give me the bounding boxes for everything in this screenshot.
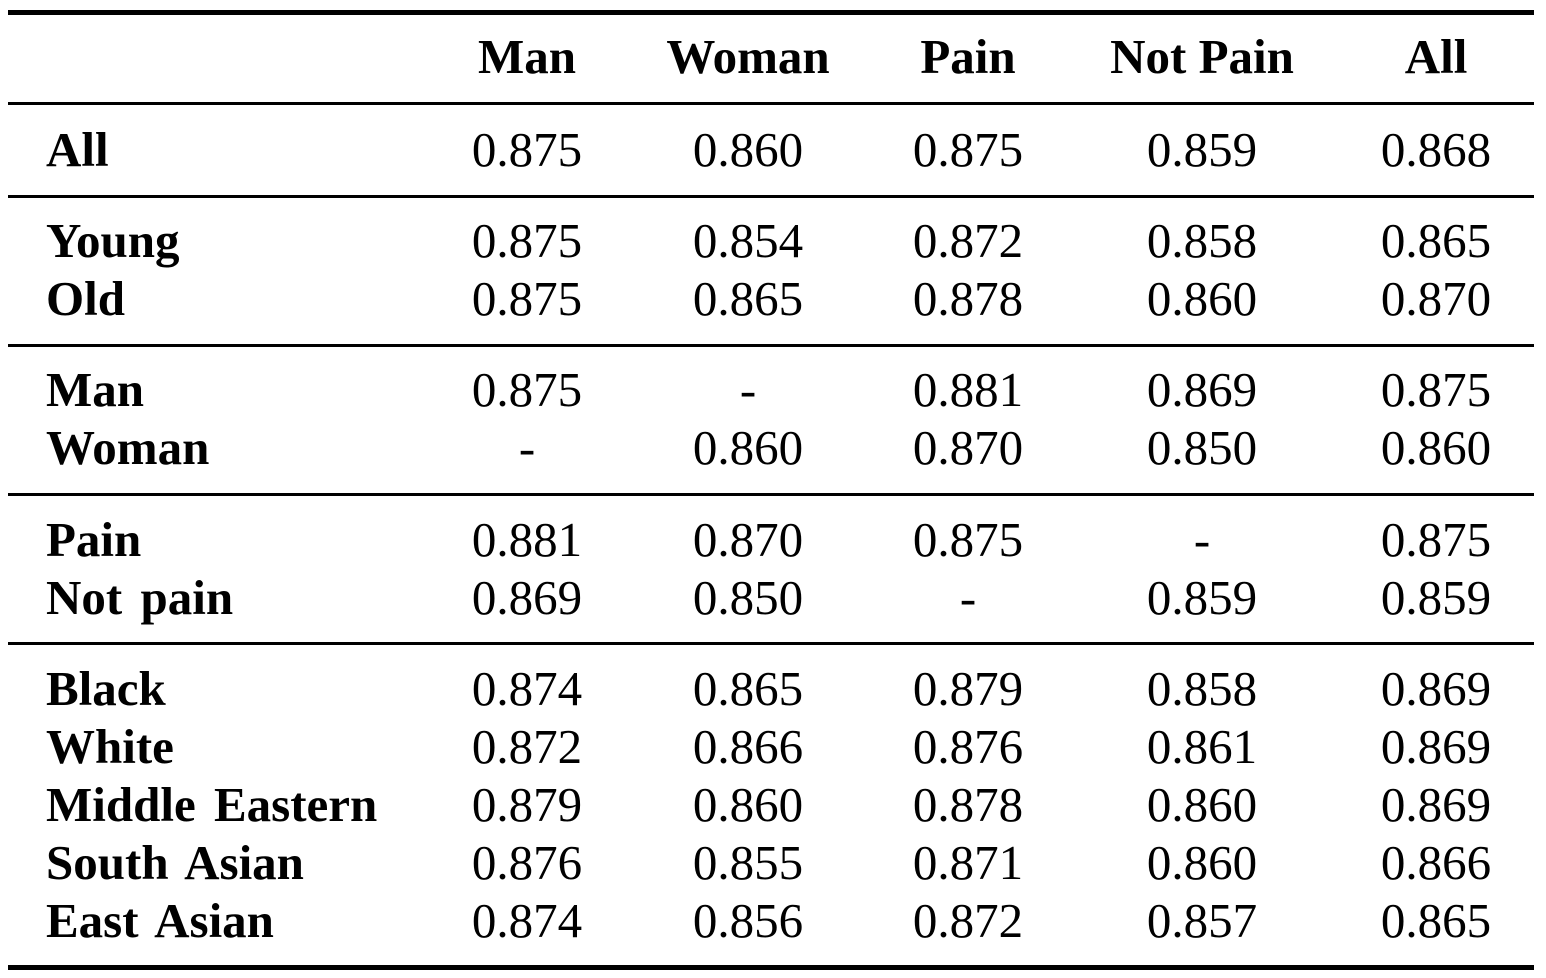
table-cell: 0.858 bbox=[1146, 661, 1258, 716]
column-header: All bbox=[1404, 29, 1468, 84]
row-label: East Asian bbox=[46, 893, 274, 948]
table-cell: 0.860 bbox=[1146, 835, 1258, 890]
table-cell: 0.869 bbox=[1380, 719, 1492, 774]
table-cell: 0.860 bbox=[1146, 777, 1258, 832]
row-label: White bbox=[46, 719, 174, 774]
table-cell: 0.855 bbox=[692, 835, 804, 890]
table-cell: - bbox=[959, 570, 977, 625]
row-label: Pain bbox=[46, 512, 142, 567]
row-label: Man bbox=[46, 362, 144, 417]
table-cell: 0.874 bbox=[471, 893, 583, 948]
table-cell: 0.857 bbox=[1146, 893, 1258, 948]
table-cell: 0.859 bbox=[1380, 570, 1492, 625]
row-label: South Asian bbox=[46, 835, 304, 890]
table-cell: - bbox=[1193, 512, 1211, 567]
table-cell: 0.869 bbox=[471, 570, 583, 625]
table-cell: 0.875 bbox=[471, 362, 583, 417]
table-cell: 0.859 bbox=[1146, 122, 1258, 177]
table-cell: 0.879 bbox=[471, 777, 583, 832]
table-cell: 0.870 bbox=[912, 420, 1024, 475]
row-label: Old bbox=[46, 271, 125, 326]
table-cell: 0.875 bbox=[912, 512, 1024, 567]
table-cell: 0.850 bbox=[692, 570, 804, 625]
table-cell: 0.876 bbox=[912, 719, 1024, 774]
table-cell: 0.875 bbox=[1380, 512, 1492, 567]
table-cell: 0.870 bbox=[692, 512, 804, 567]
table-cell: 0.860 bbox=[1380, 420, 1492, 475]
table-cell: 0.879 bbox=[912, 661, 1024, 716]
table-cell: 0.869 bbox=[1380, 661, 1492, 716]
table-cell: 0.860 bbox=[692, 777, 804, 832]
table-cell: 0.858 bbox=[1146, 213, 1258, 268]
table-cell: 0.878 bbox=[912, 777, 1024, 832]
column-header: Pain bbox=[920, 29, 1016, 84]
row-label: Not pain bbox=[46, 570, 234, 625]
table-cell: 0.872 bbox=[471, 719, 583, 774]
table-cell: 0.872 bbox=[912, 893, 1024, 948]
table-cell: 0.859 bbox=[1146, 570, 1258, 625]
table-cell: 0.875 bbox=[471, 122, 583, 177]
table-cell: 0.869 bbox=[1146, 362, 1258, 417]
header-rule bbox=[8, 102, 1534, 105]
table-cell: 0.875 bbox=[1380, 362, 1492, 417]
table-cell: 0.854 bbox=[692, 213, 804, 268]
table-cell: 0.865 bbox=[1380, 893, 1492, 948]
table-cell: 0.870 bbox=[1380, 271, 1492, 326]
row-label: Woman bbox=[46, 420, 210, 475]
row-label: Middle Eastern bbox=[46, 777, 378, 832]
table-cell: 0.866 bbox=[1380, 835, 1492, 890]
top-rule bbox=[8, 10, 1534, 15]
table-cell: - bbox=[518, 420, 536, 475]
table-cell: - bbox=[739, 362, 757, 417]
table-cell: 0.860 bbox=[692, 122, 804, 177]
table-cell: 0.860 bbox=[1146, 271, 1258, 326]
table-cell: 0.875 bbox=[912, 122, 1024, 177]
table-cell: 0.875 bbox=[471, 213, 583, 268]
column-header: Woman bbox=[666, 29, 830, 84]
table-cell: 0.861 bbox=[1146, 719, 1258, 774]
table-cell: 0.865 bbox=[692, 271, 804, 326]
row-label: Black bbox=[46, 661, 166, 716]
row-label: Young bbox=[46, 213, 180, 268]
table-cell: 0.881 bbox=[471, 512, 583, 567]
table-cell: 0.875 bbox=[471, 271, 583, 326]
table-cell: 0.868 bbox=[1380, 122, 1492, 177]
table-cell: 0.869 bbox=[1380, 777, 1492, 832]
group-rule bbox=[8, 195, 1534, 198]
table-cell: 0.872 bbox=[912, 213, 1024, 268]
group-rule bbox=[8, 344, 1534, 347]
table-cell: 0.865 bbox=[1380, 213, 1492, 268]
table-cell: 0.874 bbox=[471, 661, 583, 716]
table-cell: 0.865 bbox=[692, 661, 804, 716]
table-cell: 0.850 bbox=[1146, 420, 1258, 475]
row-label: All bbox=[46, 122, 109, 177]
table-cell: 0.871 bbox=[912, 835, 1024, 890]
table-cell: 0.866 bbox=[692, 719, 804, 774]
table-cell: 0.856 bbox=[692, 893, 804, 948]
table-cell: 0.881 bbox=[912, 362, 1024, 417]
table-cell: 0.878 bbox=[912, 271, 1024, 326]
bottom-rule bbox=[8, 965, 1534, 970]
group-rule bbox=[8, 493, 1534, 496]
column-header: Man bbox=[478, 29, 576, 84]
group-rule bbox=[8, 642, 1534, 645]
table-cell: 0.876 bbox=[471, 835, 583, 890]
table-cell: 0.860 bbox=[692, 420, 804, 475]
column-header: Not Pain bbox=[1110, 29, 1294, 84]
